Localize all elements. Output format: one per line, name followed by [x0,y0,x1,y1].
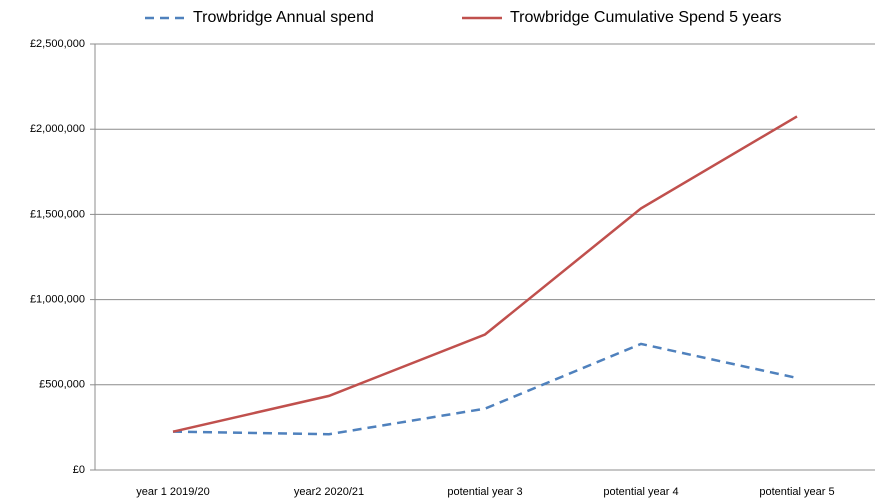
x-tick-label: potential year 3 [447,486,522,498]
x-tick-label: year 1 2019/20 [136,486,209,498]
y-tick-label: £1,000,000 [30,294,85,306]
legend-label: Trowbridge Annual spend [193,9,374,26]
series-line [172,342,798,436]
x-tick-label: year2 2020/21 [294,486,364,498]
x-tick-label: potential year 5 [759,486,834,498]
y-tick-label: £2,000,000 [30,123,85,135]
y-tick-label: £0 [73,464,85,476]
y-tick-label: £500,000 [39,379,85,391]
y-tick-label: £2,500,000 [30,38,85,50]
series-line [172,115,798,433]
legend-label: Trowbridge Cumulative Spend 5 years [510,9,782,26]
x-tick-label: potential year 4 [603,486,678,498]
y-tick-label: £1,500,000 [30,208,85,220]
